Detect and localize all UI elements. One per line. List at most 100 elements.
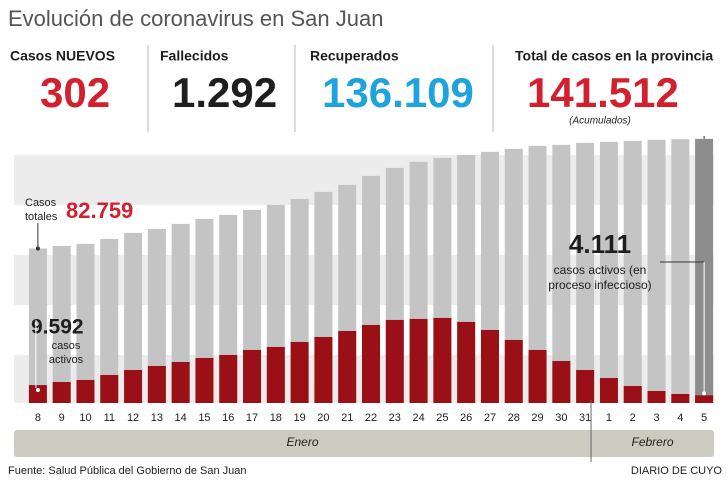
annotation: casos activos (en bbox=[554, 263, 647, 277]
active-bar bbox=[100, 374, 119, 403]
leader-dot bbox=[35, 246, 40, 251]
x-tick-label: 30 bbox=[555, 412, 567, 424]
stat-label: Recuperados bbox=[310, 48, 399, 64]
active-bar bbox=[171, 361, 190, 403]
legend-label: Casos bbox=[25, 197, 57, 209]
x-tick-label: 2 bbox=[630, 412, 636, 424]
stat-label: Casos NUEVOS bbox=[10, 48, 115, 64]
active-bar bbox=[409, 318, 428, 403]
active-bar bbox=[52, 381, 71, 403]
x-tick-label: 27 bbox=[484, 412, 496, 424]
stat-label: Fallecidos bbox=[160, 48, 229, 64]
x-tick-label: 19 bbox=[293, 412, 305, 424]
x-tick-label: 28 bbox=[508, 412, 520, 424]
active-bar bbox=[671, 394, 690, 403]
active-bar bbox=[338, 330, 357, 403]
active-bar bbox=[385, 319, 404, 403]
title: Evolución de coronavirus en San Juan bbox=[8, 6, 383, 31]
active-bar bbox=[243, 349, 262, 403]
x-tick-label: 14 bbox=[175, 412, 187, 424]
x-tick-label: 23 bbox=[389, 412, 401, 424]
active-bar bbox=[576, 369, 595, 403]
x-tick-label: 31 bbox=[579, 412, 591, 424]
x-tick-label: 17 bbox=[246, 412, 258, 424]
x-tick-label: 5 bbox=[701, 412, 707, 424]
x-tick-label: 1 bbox=[606, 412, 612, 424]
total-bar bbox=[576, 142, 595, 403]
active-bar bbox=[290, 341, 309, 403]
plot: 8 9 10 11 12 13 14 15 16 17 18 19 20 21 22 23 24 25 26 27 28… bbox=[25, 136, 714, 462]
x-tick-label: 15 bbox=[198, 412, 210, 424]
active-bar bbox=[480, 329, 499, 403]
x-tick-label: 18 bbox=[270, 412, 282, 424]
stat-value: 141.512 bbox=[527, 69, 679, 116]
active-bar bbox=[124, 369, 143, 403]
x-tick-label: 12 bbox=[127, 412, 139, 424]
source: Fuente: Salud Pública del Gobierno de Sa… bbox=[8, 465, 247, 477]
annotation: proceso infeccioso) bbox=[548, 278, 651, 292]
month-band bbox=[14, 430, 714, 457]
total-bar bbox=[504, 148, 523, 403]
x-tick-label: 25 bbox=[436, 412, 448, 424]
legend-label: totales bbox=[25, 211, 58, 223]
total-bar bbox=[528, 145, 547, 403]
active-bar bbox=[528, 349, 547, 403]
x-tick-label: 21 bbox=[341, 412, 353, 424]
total-bar bbox=[100, 238, 119, 403]
value-label: 4.111 bbox=[569, 229, 631, 259]
active-bar bbox=[147, 365, 166, 403]
x-tick-label: 10 bbox=[79, 412, 91, 424]
brand: DIARIO DE CUYO bbox=[631, 465, 723, 477]
legend-label: activos bbox=[49, 354, 84, 366]
leader-dot bbox=[702, 391, 707, 396]
legend-label: casos bbox=[52, 340, 81, 352]
x-tick-label: 29 bbox=[531, 412, 543, 424]
active-bar bbox=[457, 321, 476, 403]
total-bar bbox=[599, 141, 618, 403]
month-label: Enero bbox=[287, 435, 319, 449]
total-bar bbox=[147, 228, 166, 403]
total-bar bbox=[124, 232, 143, 403]
active-bar bbox=[552, 360, 571, 403]
active-bar bbox=[695, 395, 714, 403]
month-label: Febrero bbox=[632, 435, 674, 449]
value-label: 9.592 bbox=[31, 316, 84, 339]
active-bar bbox=[433, 317, 452, 403]
total-bar bbox=[52, 245, 71, 403]
total-bar bbox=[28, 248, 47, 403]
leader-dot bbox=[35, 388, 40, 392]
active-bar bbox=[623, 385, 642, 403]
x-tick-label: 4 bbox=[677, 412, 683, 424]
active-bar bbox=[599, 377, 618, 403]
x-tick-label: 13 bbox=[151, 412, 163, 424]
active-bar bbox=[504, 339, 523, 403]
active-bar bbox=[195, 357, 214, 403]
stat-value: 136.109 bbox=[322, 69, 474, 116]
active-bar bbox=[28, 385, 47, 403]
active-bar bbox=[647, 390, 666, 403]
value-label: 82.759 bbox=[66, 198, 133, 223]
x-tick-label: 8 bbox=[35, 412, 41, 424]
stat-label: Total de casos en la provincia bbox=[515, 48, 713, 64]
total-bar bbox=[647, 139, 666, 403]
total-bar bbox=[76, 243, 95, 403]
stat-note: (Acumulados) bbox=[569, 116, 631, 127]
active-bar bbox=[266, 346, 285, 403]
stat-value: 302 bbox=[40, 69, 110, 116]
stat-value: 1.292 bbox=[172, 69, 277, 116]
total-bar bbox=[195, 218, 214, 403]
total-bar bbox=[671, 139, 690, 404]
total-bar bbox=[171, 223, 190, 403]
active-bar bbox=[362, 324, 380, 403]
total-bar bbox=[623, 140, 642, 403]
x-tick-label: 22 bbox=[365, 412, 377, 424]
x-tick-label: 20 bbox=[317, 412, 329, 424]
x-tick-label: 24 bbox=[412, 412, 424, 424]
x-tick-label: 3 bbox=[653, 412, 659, 424]
active-bar bbox=[76, 379, 95, 403]
x-tick-label: 9 bbox=[59, 412, 65, 424]
total-bar bbox=[552, 144, 571, 403]
active-bar bbox=[219, 354, 238, 403]
x-tick-label: 26 bbox=[460, 412, 472, 424]
